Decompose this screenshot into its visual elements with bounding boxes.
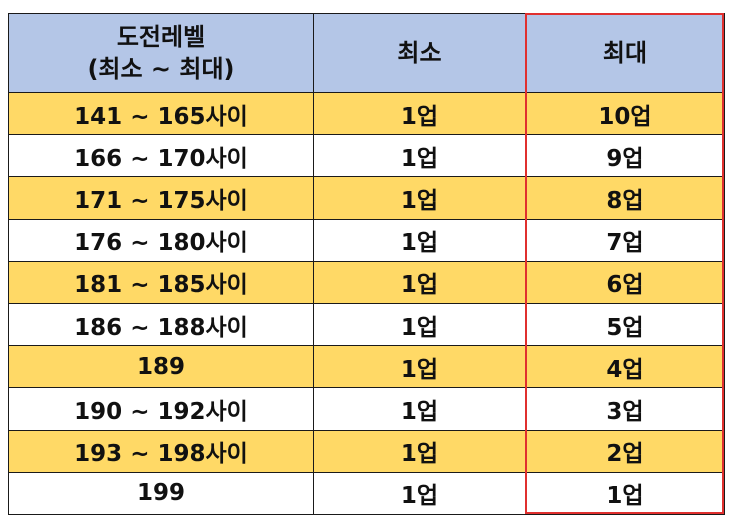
cell-max: 1업 [525,471,725,516]
cell-range: 186 ~ 188사이 [8,302,314,347]
header-min: 최소 [313,13,526,93]
cell-max: 7업 [525,218,725,262]
cell-max: 3업 [525,387,725,431]
table-header-row: 도전레벨 (최소 ~ 최대) 최소 최대 [8,13,725,93]
cell-min: 1업 [313,91,526,136]
table-row: 199 1업 1업 [8,471,725,516]
header-challenge-level: 도전레벨 (최소 ~ 최대) [8,13,314,93]
table-row: 189 1업 4업 [8,345,725,389]
cell-range: 141 ~ 165사이 [8,91,314,136]
cell-max: 5업 [525,302,725,347]
cell-range: 193 ~ 198사이 [8,429,314,473]
level-table: 도전레벨 (최소 ~ 최대) 최소 최대 141 ~ 165사이 1업 10업 … [8,13,725,516]
table-row: 171 ~ 175사이 1업 8업 [8,176,725,220]
cell-range: 176 ~ 180사이 [8,218,314,262]
cell-max: 2업 [525,429,725,473]
cell-range: 171 ~ 175사이 [8,176,314,220]
header-max: 최대 [525,13,725,93]
cell-range: 190 ~ 192사이 [8,387,314,431]
table-row: 181 ~ 185사이 1업 6업 [8,260,725,304]
table-row: 166 ~ 170사이 1업 9업 [8,134,725,178]
table-row: 193 ~ 198사이 1업 2업 [8,429,725,473]
cell-max: 6업 [525,260,725,304]
table-row: 176 ~ 180사이 1업 7업 [8,218,725,262]
cell-min: 1업 [313,134,526,178]
cell-min: 1업 [313,345,526,389]
cell-range: 199 [8,471,314,516]
cell-min: 1업 [313,471,526,516]
cell-range: 189 [8,345,314,389]
header-challenge-level-subtitle: (최소 ~ 최대) [87,55,235,83]
level-table-container: 도전레벨 (최소 ~ 최대) 최소 최대 141 ~ 165사이 1업 10업 … [8,13,725,516]
cell-min: 1업 [313,218,526,262]
cell-max: 4업 [525,345,725,389]
header-challenge-level-title: 도전레벨 [116,23,206,51]
table-row: 141 ~ 165사이 1업 10업 [8,91,725,136]
cell-min: 1업 [313,176,526,220]
cell-min: 1업 [313,387,526,431]
table-row: 190 ~ 192사이 1업 3업 [8,387,725,431]
cell-min: 1업 [313,260,526,304]
cell-max: 8업 [525,176,725,220]
cell-min: 1업 [313,302,526,347]
cell-max: 10업 [525,91,725,136]
cell-max: 9업 [525,134,725,178]
table-row: 186 ~ 188사이 1업 5업 [8,302,725,347]
cell-range: 166 ~ 170사이 [8,134,314,178]
cell-range: 181 ~ 185사이 [8,260,314,304]
cell-min: 1업 [313,429,526,473]
